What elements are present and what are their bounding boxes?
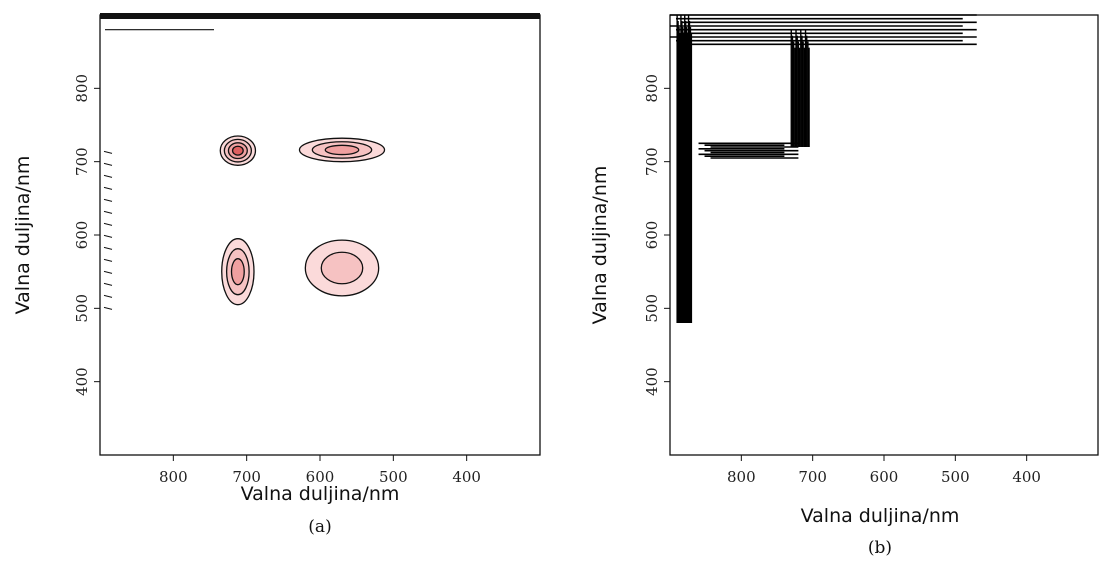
panel-b-x-tick-label: 500 xyxy=(941,468,970,486)
panel-b-frame xyxy=(669,14,1099,456)
corner-noise-stroke xyxy=(103,174,113,178)
panel-b-x-axis-label: Valna duljina/nm xyxy=(801,505,960,527)
panel-b-x-tick-label: 600 xyxy=(870,468,899,486)
panel-a: 800 700 600 500 400 400 500 600 700 800 Valna du… xyxy=(12,13,541,537)
contour-peak-550-550-level-1 xyxy=(320,251,364,285)
panel-a-y-tick-label: 600 xyxy=(73,221,91,250)
panel-b-y-tick-label: 700 xyxy=(643,147,661,176)
panel-a-x-tick-label: 500 xyxy=(379,468,408,486)
panel-b-x-tick-label: 800 xyxy=(727,468,756,486)
panel-b-y-tick-label: 500 xyxy=(643,294,661,323)
corner-noise-stroke xyxy=(103,222,113,226)
panel-b-contours xyxy=(670,14,977,323)
contour-peak-710-715-level-3 xyxy=(231,145,244,156)
panel-b-y-tick-label: 400 xyxy=(643,367,661,396)
panel-a-x-axis-label: Valna duljina/nm xyxy=(241,483,400,505)
panel-a-y-ticks: 400 500 600 700 800 xyxy=(73,74,100,396)
corner-noise-stroke xyxy=(103,306,113,310)
panel-a-x-ticks: 800 700 600 500 400 xyxy=(159,455,481,486)
corner-noise-stroke xyxy=(103,270,113,274)
panel-a-x-tick-label: 600 xyxy=(306,468,335,486)
corner-noise-stroke xyxy=(103,186,113,190)
panel-b-caption: (b) xyxy=(868,538,892,558)
corner-noise-stroke xyxy=(103,198,113,202)
contour-peak-550-715-level-2 xyxy=(324,144,360,156)
panel-b-x-tick-label: 700 xyxy=(798,468,827,486)
panel-a-y-tick-label: 500 xyxy=(73,294,91,323)
panel-a-y-tick-label: 400 xyxy=(73,367,91,396)
panel-a-caption: (a) xyxy=(308,517,331,537)
panel-a-x-tick-label: 700 xyxy=(232,468,261,486)
corner-noise-stroke xyxy=(103,282,113,286)
panel-a-x-tick-label: 800 xyxy=(159,468,188,486)
panel-a-y-tick-label: 800 xyxy=(73,74,91,103)
panel-b-y-ticks: 400 500 600 700 800 xyxy=(643,74,670,396)
panel-a-y-tick-label: 700 xyxy=(73,147,91,176)
panel-a-x-tick-label: 400 xyxy=(452,468,481,486)
panel-b-y-axis-label: Valna duljina/nm xyxy=(589,166,611,325)
panel-a-contours xyxy=(103,29,386,310)
panel-b-y-tick-label: 800 xyxy=(643,74,661,103)
panel-a-y-axis-label: Valna duljina/nm xyxy=(12,156,34,315)
panel-b: 800 700 600 500 400 400 500 600 700 800 Valna du… xyxy=(589,14,1099,558)
corner-noise-stroke xyxy=(103,246,113,250)
panel-b-x-ticks: 800 700 600 500 400 xyxy=(727,455,1041,486)
panel-a-frame xyxy=(99,14,541,456)
contour-peak-710-550-level-2 xyxy=(230,258,245,286)
corner-noise-stroke xyxy=(103,258,113,262)
corner-noise-stroke xyxy=(103,234,113,238)
corner-noise-stroke xyxy=(103,210,113,214)
corner-noise-stroke xyxy=(103,294,113,298)
corner-noise-stroke xyxy=(103,150,113,154)
panel-a-top-border xyxy=(100,13,540,19)
panel-b-x-tick-label: 400 xyxy=(1012,468,1041,486)
corner-noise-stroke xyxy=(103,162,113,166)
panel-b-y-tick-label: 600 xyxy=(643,221,661,250)
